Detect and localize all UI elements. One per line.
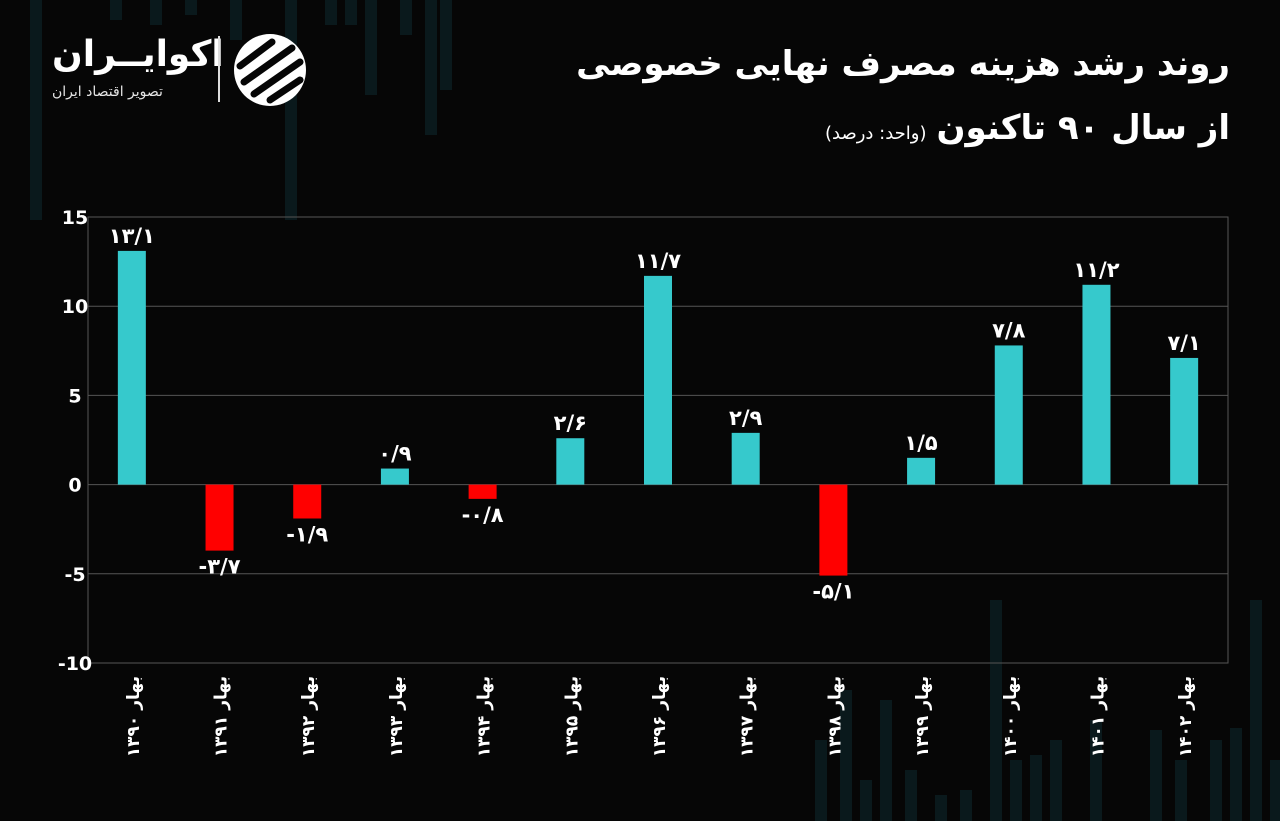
logo-name: اکوایــران [52, 34, 224, 75]
plot-frame [87, 216, 1229, 664]
background-candle [905, 770, 917, 821]
bar [293, 484, 322, 519]
bar [556, 438, 585, 485]
bar [644, 275, 672, 485]
data-label: ۲/۶ [554, 411, 587, 435]
x-tick-label: بهار ۱۳۹۳ [387, 676, 407, 757]
background-candle [1175, 760, 1187, 821]
data-label: ۱/۵ [904, 431, 937, 455]
data-label: ۱۳/۱ [109, 224, 155, 248]
background-candle [185, 0, 197, 15]
x-tick-label: بهار ۱۳۹۲ [299, 676, 319, 757]
logo-tagline: تصویر اقتصاد ایران [52, 84, 163, 100]
data-label: ۱۱/۲ [1073, 258, 1119, 282]
background-candle [400, 0, 412, 35]
background-candle [990, 600, 1002, 821]
data-label: -۵/۱ [812, 580, 854, 604]
background-candle [1230, 728, 1242, 821]
y-tick-label: 10 [62, 296, 88, 318]
background-candle [425, 0, 437, 135]
data-label: ۲/۹ [729, 406, 762, 430]
bar [907, 457, 936, 485]
background-candle [30, 0, 42, 220]
chart-subtitle: از سال ۹۰ تاکنون (واحد: درصد) [825, 108, 1230, 148]
background-candle [1050, 740, 1062, 821]
unit-label: (واحد: درصد) [824, 123, 927, 144]
background-candle [1010, 760, 1022, 821]
data-label: ۱۱/۷ [635, 249, 681, 273]
bar [1082, 284, 1111, 485]
background-candle [840, 690, 852, 821]
background-candle [345, 0, 357, 25]
x-tick-label: بهار ۱۳۹۴ [475, 676, 495, 757]
y-tick-label: -5 [64, 564, 85, 586]
bar [819, 484, 848, 576]
x-tick-label: بهار ۱۴۰۰ [1001, 676, 1021, 757]
y-tick-label: -10 [58, 653, 92, 675]
background-candle [365, 0, 377, 95]
y-tick-label: 0 [68, 475, 81, 497]
bar [117, 250, 146, 485]
data-label: ۷/۸ [992, 318, 1025, 342]
data-label: -۳/۷ [199, 555, 241, 579]
background-candle [960, 790, 972, 821]
data-label: -۰/۸ [462, 503, 504, 527]
x-tick-label: بهار ۱۳۹۰ [124, 676, 144, 757]
background-candle [935, 795, 947, 821]
background-candle [1090, 720, 1102, 821]
x-tick-label: بهار ۱۳۹۶ [650, 676, 670, 757]
background-candle [440, 0, 452, 90]
logo-divider [218, 36, 220, 102]
background-candle [880, 700, 892, 821]
y-tick-label: 15 [62, 207, 88, 229]
x-tick-label: بهار ۱۳۹۵ [562, 676, 582, 757]
background-candle [1210, 740, 1222, 821]
data-label: ۰/۹ [378, 442, 411, 466]
x-tick-label: بهار ۱۳۹۷ [738, 676, 758, 757]
background-candle [1250, 600, 1262, 821]
background-candle [1150, 730, 1162, 821]
data-label: ۷/۱ [1167, 331, 1200, 355]
background-candle [230, 0, 242, 40]
background-candle [1270, 760, 1280, 821]
background-candle [150, 0, 162, 25]
bar [1170, 357, 1199, 485]
x-tick-label: بهار ۱۴۰۱ [1088, 676, 1108, 757]
data-label: -۱/۹ [286, 522, 328, 546]
y-tick-label: 5 [68, 385, 81, 407]
bar [994, 345, 1023, 485]
x-tick-label: بهار ۱۳۹۹ [913, 676, 933, 757]
background-candle [1030, 755, 1042, 821]
logo: اکوایــران تصویر اقتصاد ایران [48, 30, 313, 110]
chart-title: روند رشد هزینه مصرف نهایی خصوصی [576, 44, 1230, 84]
background-candle [860, 780, 872, 821]
chart-title-line2: از سال ۹۰ تاکنون [936, 108, 1230, 148]
x-tick-label: بهار ۱۳۹۱ [212, 676, 232, 757]
bar [205, 484, 234, 551]
background-candle [325, 0, 337, 25]
x-tick-label: بهار ۱۴۰۲ [1176, 676, 1196, 757]
bar [468, 484, 497, 499]
bar [380, 468, 409, 485]
background-candle [110, 0, 122, 20]
background-candle [815, 740, 827, 821]
logo-mark-icon [234, 34, 306, 106]
x-tick-label: بهار ۱۳۹۸ [825, 676, 845, 757]
bar [731, 432, 760, 485]
